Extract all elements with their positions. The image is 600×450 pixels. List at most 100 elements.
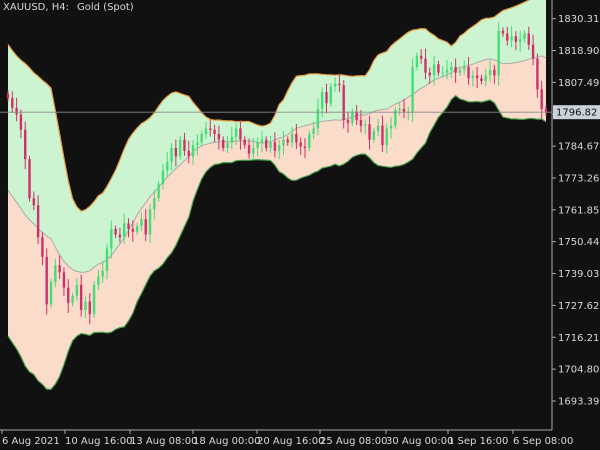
current-price-label-bg bbox=[553, 105, 600, 120]
candle-body bbox=[123, 223, 126, 238]
candle-body bbox=[329, 86, 332, 104]
candle-body bbox=[191, 145, 195, 157]
candle-body bbox=[79, 284, 83, 310]
candle-body bbox=[15, 107, 18, 115]
candle-body bbox=[45, 256, 48, 305]
candle-body bbox=[419, 55, 423, 59]
candle-body bbox=[463, 67, 466, 70]
candle-body bbox=[372, 131, 376, 140]
upper-band-line bbox=[7, 0, 531, 212]
y-tick-label: 1830.31 bbox=[558, 14, 599, 25]
candle-body bbox=[170, 147, 173, 162]
candle-body bbox=[544, 108, 548, 113]
candle-body bbox=[273, 142, 277, 151]
y-tick-label: 1784.67 bbox=[558, 142, 599, 153]
candle-body bbox=[58, 265, 61, 273]
candle-body bbox=[222, 139, 225, 148]
candle-body bbox=[226, 142, 229, 148]
candle-body bbox=[527, 33, 530, 45]
candle-body bbox=[484, 75, 487, 81]
candle-body bbox=[381, 125, 384, 146]
candle-body bbox=[230, 136, 234, 143]
candle-body bbox=[41, 237, 44, 257]
x-tick-label: 20 Aug 16:00 bbox=[257, 436, 324, 447]
y-tick-label: 1704.80 bbox=[558, 365, 599, 376]
candle-body bbox=[338, 83, 341, 86]
candle-body bbox=[333, 83, 337, 87]
x-tick-label: 30 Aug 00:00 bbox=[386, 436, 453, 447]
candle-body bbox=[282, 139, 285, 146]
candle-body bbox=[506, 33, 509, 41]
candle-body bbox=[127, 223, 130, 229]
candle-body bbox=[174, 147, 178, 157]
candle-body bbox=[84, 301, 87, 310]
candle-body bbox=[19, 114, 23, 130]
candle-body bbox=[260, 139, 264, 143]
candle-body bbox=[178, 139, 182, 157]
candle-body bbox=[166, 161, 169, 171]
candle-body bbox=[36, 205, 40, 238]
candle-body bbox=[265, 139, 268, 148]
candle-body bbox=[316, 108, 320, 129]
candle-body bbox=[295, 134, 298, 143]
candle-body bbox=[217, 134, 221, 140]
candle-body bbox=[49, 282, 53, 305]
y-tick-label: 1739.03 bbox=[558, 269, 599, 280]
x-tick-label: 25 Aug 08:00 bbox=[320, 436, 387, 447]
candle-body bbox=[415, 55, 419, 68]
candle-body bbox=[183, 139, 186, 151]
candle-body bbox=[437, 64, 440, 73]
chart-title: XAUUSD, H4: Gold (Spot) bbox=[3, 2, 142, 13]
candle-body bbox=[6, 93, 10, 99]
candle-body bbox=[32, 198, 36, 206]
candle-body bbox=[368, 124, 371, 140]
candle-body bbox=[269, 142, 272, 148]
candle-body bbox=[200, 134, 203, 143]
candle-body bbox=[88, 301, 91, 315]
candle-body bbox=[11, 98, 14, 108]
x-tick-label: 18 Aug 00:00 bbox=[193, 436, 260, 447]
y-tick-label: 1716.21 bbox=[558, 333, 599, 344]
candle-body bbox=[97, 276, 100, 285]
lower-band-line bbox=[7, 94, 547, 390]
candle-body bbox=[402, 108, 406, 112]
candle-body bbox=[355, 111, 358, 121]
candle-body bbox=[24, 129, 27, 160]
candle-body bbox=[252, 147, 255, 154]
candle-body bbox=[441, 72, 444, 74]
candle-body bbox=[359, 120, 363, 126]
candle-body bbox=[213, 129, 216, 135]
candle-body bbox=[187, 150, 190, 157]
candle-body bbox=[135, 226, 139, 232]
candle-body bbox=[312, 128, 315, 135]
candle-body bbox=[523, 33, 526, 40]
candle-body bbox=[148, 209, 152, 235]
candle-body bbox=[428, 72, 431, 76]
candle-body bbox=[144, 219, 147, 235]
candle-body bbox=[540, 89, 543, 109]
candle-body bbox=[411, 67, 414, 112]
symbol-label: XAUUSD, H4: bbox=[3, 2, 69, 13]
candle-body bbox=[54, 265, 57, 283]
candle-body bbox=[364, 124, 367, 126]
candle-body bbox=[398, 108, 401, 111]
candle-body bbox=[471, 75, 475, 79]
candle-body bbox=[75, 284, 79, 296]
candle-body bbox=[445, 69, 449, 73]
candle-body bbox=[351, 111, 354, 123]
y-tick-label: 1750.44 bbox=[558, 237, 599, 248]
candle-body bbox=[140, 219, 143, 227]
candle-body bbox=[118, 234, 122, 238]
candle-body bbox=[480, 78, 483, 81]
instrument-description: Gold (Spot) bbox=[77, 2, 134, 13]
candle-body bbox=[239, 128, 242, 140]
candle-body bbox=[28, 159, 31, 199]
candle-body bbox=[247, 145, 251, 154]
candle-body bbox=[67, 287, 70, 303]
candle-body bbox=[299, 142, 302, 147]
candle-body bbox=[256, 142, 259, 148]
candle-body bbox=[501, 30, 505, 34]
y-tick-label: 1773.26 bbox=[558, 173, 599, 184]
